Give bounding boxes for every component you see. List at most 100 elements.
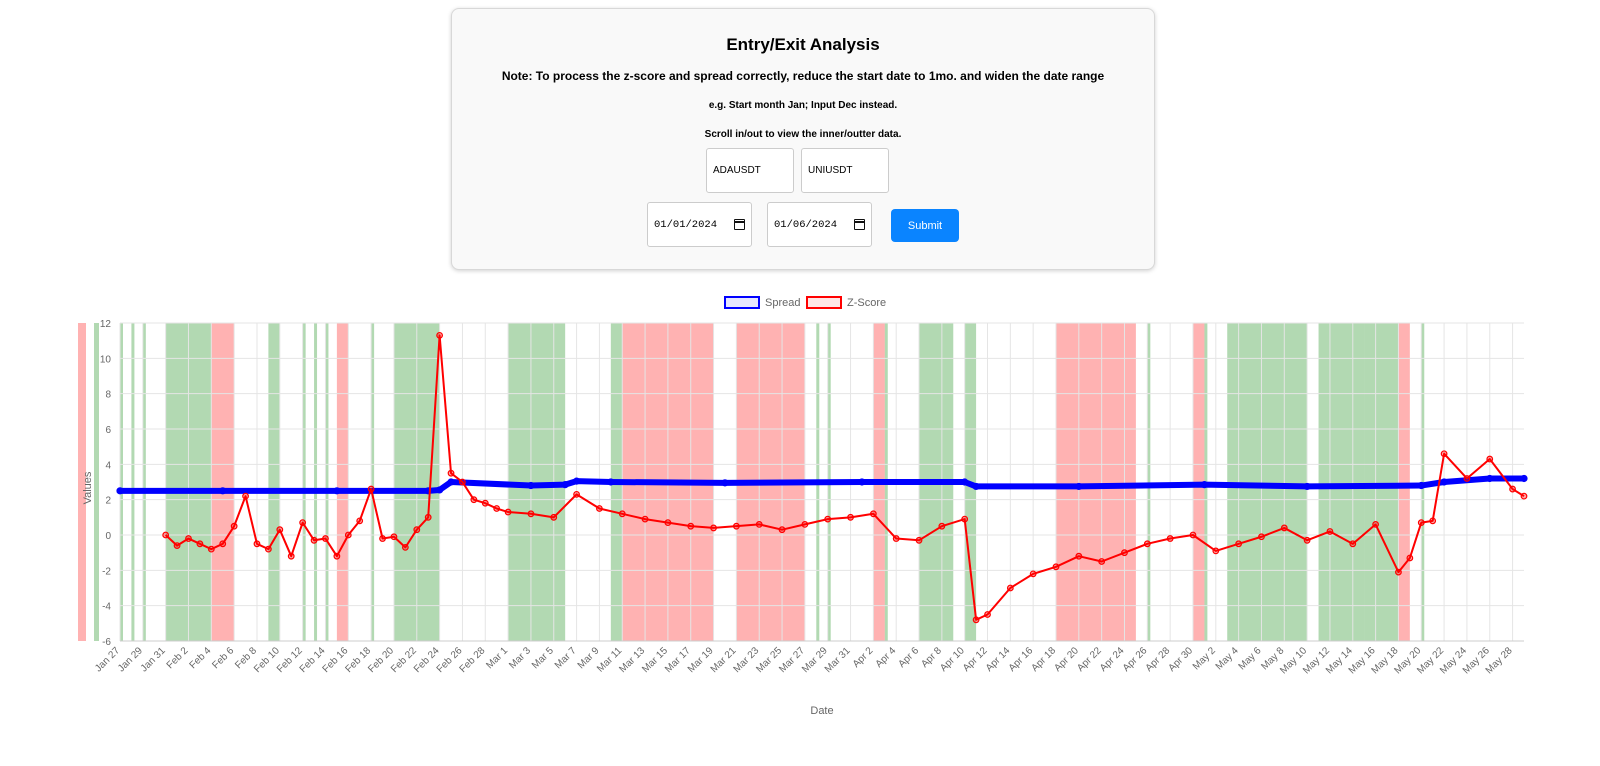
zscore-point	[162, 531, 170, 539]
x-tick-label: May 6	[1237, 645, 1264, 672]
zscore-point	[664, 519, 672, 527]
zscore-point	[207, 545, 215, 553]
chart-legend[interactable]: Spread Z-Score	[724, 296, 886, 309]
zscore-point	[1029, 570, 1037, 578]
zscore-point	[596, 505, 603, 512]
zscore-point	[493, 505, 501, 512]
zscore-point	[1349, 540, 1357, 548]
y-tick-label: -4	[102, 602, 111, 613]
submit-button[interactable]: Submit	[891, 209, 959, 242]
start-date-input[interactable]: 01/01/2024	[647, 202, 752, 247]
x-tick-label: Mar 7	[553, 645, 579, 671]
zscore-point	[1006, 584, 1014, 592]
spread-point	[561, 481, 569, 489]
y-tick-label: -2	[102, 566, 111, 577]
zscore-point	[196, 540, 204, 548]
zscore-point	[1189, 531, 1197, 539]
spread-point	[527, 481, 535, 490]
end-date-input[interactable]: 01/06/2024	[767, 202, 872, 247]
zscore-point	[481, 499, 489, 507]
zscore-point	[413, 526, 421, 534]
x-tick-label: Mar 1	[484, 645, 510, 671]
spread-point	[1417, 481, 1425, 490]
spread-point	[1486, 474, 1494, 483]
zscore-point	[1121, 549, 1128, 557]
zscore-point	[1235, 540, 1243, 548]
entry-band	[314, 323, 318, 641]
legend-swatch-spread[interactable]	[724, 296, 760, 309]
x-tick-label: Apr 10	[938, 645, 967, 674]
legend-swatch-zscore[interactable]	[806, 296, 842, 309]
zscore-point	[356, 517, 364, 525]
x-tick-label: Apr 6	[896, 645, 921, 670]
y-tick-label: 0	[105, 531, 111, 542]
zscore-point	[1075, 552, 1083, 560]
zscore-point	[1166, 535, 1174, 542]
x-tick-label: Apr 4	[874, 645, 899, 670]
legend-label-zscore[interactable]: Z-Score	[847, 297, 886, 309]
zscore-point	[459, 478, 466, 486]
zscore-point	[755, 520, 763, 528]
zscore-point	[401, 543, 409, 551]
entry-band	[268, 323, 280, 641]
calendar-icon[interactable]	[734, 219, 745, 230]
entry-band	[94, 323, 99, 641]
zscore-point	[299, 519, 307, 527]
entry-band	[325, 323, 329, 641]
series-lines	[116, 331, 1528, 624]
entry-band	[1364, 323, 1399, 641]
zscore-point	[230, 522, 238, 530]
zscore-point	[287, 552, 295, 560]
zscore-point	[847, 513, 854, 521]
zscore-point	[1143, 540, 1151, 548]
exit-band	[336, 323, 349, 641]
y-tick-label: 6	[105, 425, 111, 436]
y-tick-label: -6	[102, 637, 111, 648]
zscore-point	[824, 515, 832, 523]
zscore-point	[1280, 524, 1288, 532]
x-tick-label: Feb 2	[165, 645, 191, 671]
entry-band	[371, 323, 375, 641]
calendar-icon[interactable]	[854, 219, 865, 230]
spread-point	[1200, 481, 1208, 489]
zscore-point	[185, 535, 192, 542]
legend-label-spread[interactable]: Spread	[765, 297, 800, 309]
x-tick-label: Apr 26	[1121, 645, 1150, 674]
zscore-point	[710, 524, 717, 532]
zscore-point	[573, 490, 580, 498]
x-tick-label: Apr 22	[1075, 645, 1104, 674]
zscore-point	[550, 513, 558, 521]
zscore-point	[1326, 528, 1334, 535]
symbol2-input[interactable]	[801, 148, 889, 193]
entry-band	[1147, 323, 1151, 641]
exit-band	[1398, 323, 1410, 641]
zscore-point	[173, 542, 181, 550]
spread-point	[1075, 482, 1083, 491]
zscore-point	[1520, 492, 1528, 500]
entry-band	[1227, 323, 1308, 641]
zscore-point	[253, 540, 261, 548]
x-tick-label: Feb 6	[210, 645, 236, 671]
x-tick-label: Mar 3	[507, 645, 533, 671]
spread-point	[447, 478, 455, 486]
symbol1-input[interactable]	[706, 148, 794, 193]
x-axis-label: Date	[810, 705, 833, 717]
zscore-point	[1486, 455, 1494, 463]
example-text: e.g. Start month Jan; Input Dec instead.	[708, 100, 898, 111]
x-tick-label: Feb 4	[188, 645, 214, 671]
x-tick-label: May 4	[1214, 645, 1241, 672]
zscore-point	[1098, 558, 1106, 565]
exit-band	[1056, 323, 1136, 641]
zscore-point	[869, 510, 877, 518]
x-tick-label: Apr 2	[851, 645, 876, 670]
x-tick-label: May 2	[1191, 645, 1218, 672]
zscore-point	[527, 510, 535, 518]
zscore-point	[276, 526, 284, 534]
zscore-point	[344, 531, 352, 539]
zscore-point	[1395, 568, 1402, 576]
zscore-line	[164, 334, 1525, 621]
x-tick-label: Jan 31	[139, 645, 168, 674]
x-tick-label: Apr 16	[1007, 645, 1036, 674]
